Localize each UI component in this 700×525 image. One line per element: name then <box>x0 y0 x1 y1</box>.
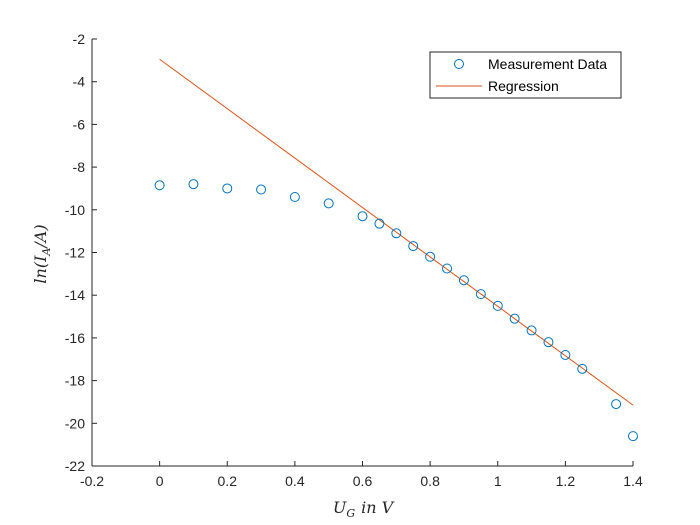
data-point <box>458 275 469 286</box>
data-point <box>475 289 486 300</box>
legend-label-regression: Regression <box>488 78 559 94</box>
x-tick-label: 1 <box>494 473 502 489</box>
data-point <box>509 313 520 324</box>
x-tick-label: 0.8 <box>420 473 440 489</box>
y-tick-label: -18 <box>65 373 85 389</box>
data-point <box>154 180 165 191</box>
plot-area: -0.2 0 0.2 0.4 0.6 0.8 1 1.2 1.4 -22 -20 -18 -16 -14 -… <box>65 31 643 489</box>
data-point <box>357 211 368 222</box>
data-point <box>526 325 537 336</box>
x-tick-label: 1.4 <box>623 473 643 489</box>
x-tick-label: 1.2 <box>556 473 576 489</box>
svg-text:ln(IA/A): ln(IA/A) <box>31 224 53 283</box>
data-point <box>442 263 453 274</box>
y-tick-label: -2 <box>73 31 86 47</box>
data-point <box>492 300 503 311</box>
x-axis-label: UG in V <box>333 498 395 520</box>
x-tick-label: 0.6 <box>353 473 373 489</box>
x-tick-label: -0.2 <box>80 473 104 489</box>
data-point <box>323 198 334 209</box>
data-point <box>560 349 571 360</box>
x-tick-label: 0.2 <box>218 473 238 489</box>
y-tick-label: -20 <box>65 415 85 431</box>
legend-box <box>429 51 622 99</box>
y-tick-label: -16 <box>65 330 85 346</box>
y-tick-label: -6 <box>73 116 86 132</box>
data-point <box>289 191 300 202</box>
data-point <box>543 337 554 348</box>
data-point <box>628 431 638 442</box>
y-axis-label: ln(IA/A) <box>31 224 53 283</box>
data-point <box>391 228 402 239</box>
data-point <box>374 218 385 229</box>
data-point <box>611 399 622 410</box>
y-tick-label: -10 <box>65 202 85 218</box>
data-point <box>425 251 436 262</box>
data-point <box>577 363 588 374</box>
legend-marker-measurement <box>454 59 464 69</box>
data-point <box>256 184 267 195</box>
y-tick-label: -4 <box>73 74 86 90</box>
data-point <box>408 241 419 252</box>
legend: Measurement Data Regression <box>429 51 622 99</box>
x-tick-label: 0 <box>156 473 164 489</box>
regression-line <box>159 58 634 406</box>
y-tick-label: -12 <box>65 245 85 261</box>
data-point <box>222 183 233 194</box>
data-point <box>188 179 199 190</box>
y-tick-label: -8 <box>73 159 86 175</box>
y-tick-label: -14 <box>65 287 85 303</box>
x-tick-label: 0.4 <box>285 473 305 489</box>
legend-label-measurement: Measurement Data <box>488 56 607 72</box>
y-tick-label: -22 <box>65 458 85 474</box>
